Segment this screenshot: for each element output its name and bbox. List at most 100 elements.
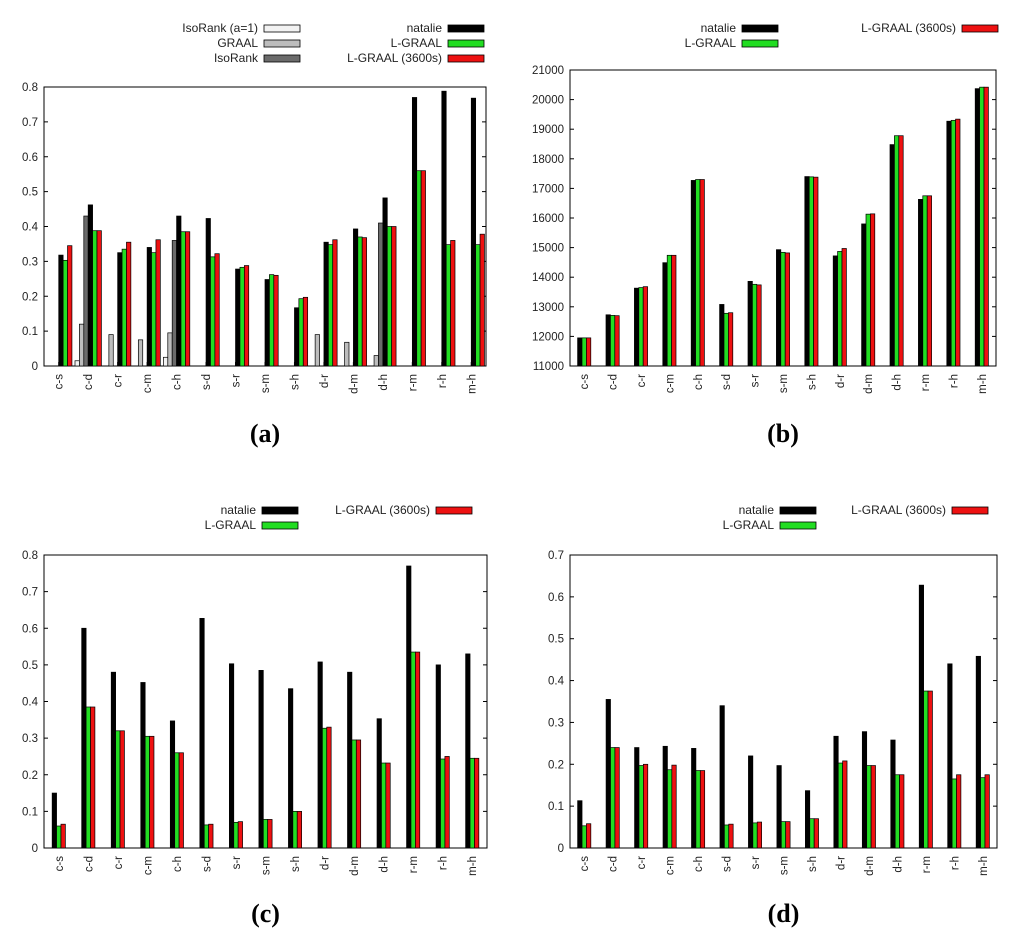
legend-swatch-l-graal	[779, 521, 817, 530]
bar-l-graal-c-s	[56, 825, 62, 849]
bar-l-graal-3600s-c-m	[149, 735, 155, 849]
bar-graal-c-m	[137, 339, 144, 367]
bar-natalie-s-m	[776, 765, 782, 849]
legend-swatch-natalie	[779, 506, 817, 515]
x-tick-label: c-h	[693, 374, 705, 390]
bar-l-graal-3600s-r-m	[926, 195, 932, 367]
x-tick-label: d-m	[864, 856, 876, 876]
legend-swatch-isorank-a-1	[263, 24, 301, 33]
x-tick-label: r-m	[407, 374, 419, 391]
y-tick-label: 0.3	[22, 256, 38, 268]
legend-swatch-l-graal	[447, 39, 485, 48]
bar-natalie-m-h	[470, 97, 477, 367]
panel-label: (c)	[251, 899, 280, 928]
bar-l-graal-3600s-c-r	[119, 730, 125, 849]
bar-natalie-c-m	[662, 262, 668, 367]
bar-l-graal-d-m	[351, 739, 357, 849]
bar-natalie-c-s	[577, 800, 583, 849]
bar-l-graal-d-r	[837, 251, 843, 367]
legend-label-l-graal-3600s: L-GRAAL (3600s)	[347, 51, 442, 65]
bar-l-graal-3600s-m-h	[983, 86, 989, 367]
bar-natalie-c-h	[691, 748, 697, 849]
bar-l-graal-s-h	[808, 176, 814, 367]
bar-natalie-c-h	[690, 180, 696, 367]
bar-l-graal-3600s-c-s	[60, 823, 66, 849]
x-tick-label: m-h	[978, 856, 990, 876]
legend-label-l-graal-3600s: L-GRAAL (3600s)	[851, 503, 946, 517]
bar-l-graal-3600s-d-h	[899, 774, 905, 849]
bar-l-graal-3600s-c-s	[67, 245, 73, 367]
bar-l-graal-c-h	[695, 179, 701, 367]
x-tick-label: s-r	[750, 374, 762, 388]
bar-isorank-a-1-c-d	[74, 360, 80, 367]
bar-isorank-c-h	[171, 240, 177, 367]
x-tick-label: s-h	[290, 856, 302, 872]
bar-l-graal-3600s-c-d	[614, 315, 620, 367]
x-tick-label: d-m	[863, 374, 875, 394]
legend-label-natalie: natalie	[221, 503, 257, 517]
y-tick-label: 14000	[532, 272, 564, 284]
bar-l-graal-s-m	[269, 274, 275, 367]
y-tick-label: 17000	[532, 183, 564, 195]
bar-l-graal-3600s-c-m	[671, 254, 677, 367]
y-tick-label: 0.5	[548, 634, 564, 646]
x-tick-label: s-r	[231, 856, 243, 870]
bar-l-graal-3600s-d-m	[355, 739, 362, 849]
bar-natalie-s-h	[805, 790, 811, 849]
x-tick-label: s-m	[778, 374, 790, 393]
legend-swatch-l-graal	[741, 39, 779, 48]
bar-l-graal-3600s-s-d	[208, 823, 214, 849]
y-tick-label: 0	[558, 843, 564, 855]
bar-l-graal-r-h	[445, 244, 451, 367]
x-tick-label: c-d	[608, 374, 620, 390]
bar-l-graal-d-h	[894, 774, 900, 849]
legend-swatch-natalie	[447, 24, 485, 33]
x-tick-label: c-s	[579, 374, 591, 390]
bar-l-graal-c-d	[610, 747, 616, 849]
legend-label-l-graal: L-GRAAL	[391, 36, 443, 50]
bar-l-graal-r-m	[416, 170, 422, 367]
bar-l-graal-d-h	[894, 135, 900, 367]
bar-natalie-r-m	[918, 199, 924, 367]
y-tick-label: 0.2	[22, 291, 38, 303]
y-tick-label: 0.6	[22, 623, 38, 635]
x-tick-label: d-m	[349, 856, 361, 876]
bar-natalie-s-d	[719, 304, 725, 367]
bar-natalie-s-m	[264, 279, 270, 367]
bar-natalie-m-h	[974, 88, 980, 367]
x-tick-label: s-r	[231, 374, 243, 388]
bar-l-graal-d-r	[327, 244, 334, 367]
y-tick-label: 0.4	[22, 697, 39, 709]
y-tick-label: 0.8	[22, 82, 38, 94]
bar-natalie-d-m	[861, 731, 868, 849]
legend-swatch-isorank	[263, 54, 301, 63]
bar-l-graal-c-r	[121, 248, 127, 367]
bar-natalie-d-m	[347, 671, 353, 849]
x-tick-label: m-h	[977, 374, 989, 394]
bar-l-graal-s-m	[262, 819, 269, 849]
bar-l-graal-c-r	[638, 287, 644, 367]
bar-l-graal-3600s-s-m	[273, 274, 279, 367]
bar-natalie-d-m	[861, 223, 867, 367]
legend-label-natalie: natalie	[407, 21, 443, 35]
y-tick-label: 0.1	[22, 326, 38, 338]
bar-l-graal-3600s-s-r	[237, 821, 243, 849]
bar-natalie-c-s	[51, 792, 57, 849]
legend-label-natalie: natalie	[739, 503, 775, 517]
x-tick-label: d-r	[835, 856, 847, 870]
legend-swatch-l-graal-3600s	[961, 24, 999, 33]
y-tick-label: 20000	[532, 95, 564, 107]
legend-swatch-natalie	[261, 506, 299, 515]
bar-isorank-a-1-c-h	[163, 356, 169, 367]
bar-l-graal-3600s-c-r	[642, 286, 648, 367]
chart-panel-b: 11000 12000 13000 14000 15000 16000 17000 18000…	[532, 21, 999, 448]
x-tick-label: r-m	[408, 856, 420, 873]
bar-l-graal-d-m	[357, 236, 363, 367]
legend-label-isorank-a-1: IsoRank (a=1)	[182, 21, 258, 35]
bar-l-graal-3600s-d-r	[842, 760, 848, 849]
bar-l-graal-s-d	[203, 824, 209, 849]
x-tick-label: s-d	[721, 374, 733, 390]
bar-l-graal-r-m	[410, 651, 416, 849]
bar-l-graal-3600s-s-r	[243, 265, 250, 367]
bar-l-graal-3600s-d-h	[391, 226, 397, 367]
